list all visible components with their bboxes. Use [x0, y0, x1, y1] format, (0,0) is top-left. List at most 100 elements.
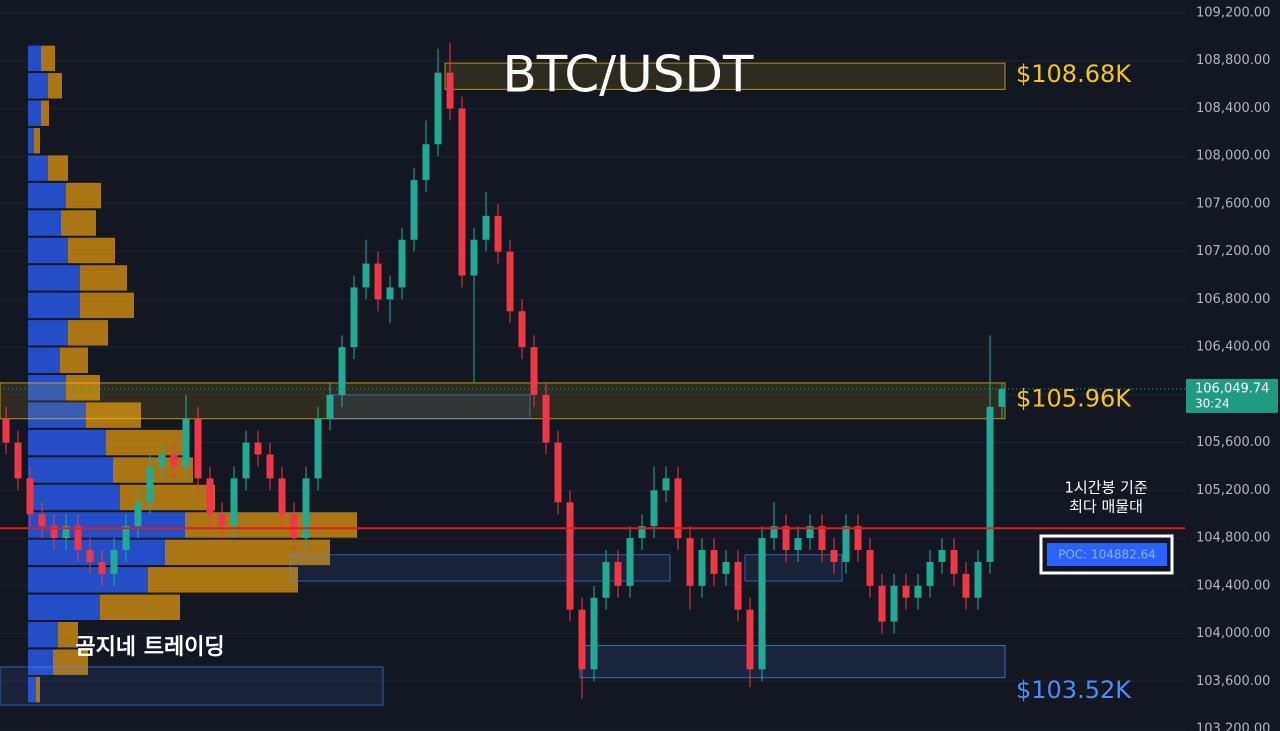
- candle-body: [206, 478, 214, 515]
- y-tick-label: 107,600.00: [1196, 196, 1270, 211]
- zone: [289, 554, 671, 582]
- overlays: $108.68K $105.96K $103.52K POC: 104882.64 1시…: [0, 60, 1278, 704]
- y-tick-label: 107,200.00: [1196, 244, 1270, 259]
- candle-body: [458, 108, 466, 276]
- profile-sell: [68, 237, 115, 264]
- y-tick-label: 103,200.00: [1196, 722, 1270, 731]
- candle-body: [338, 347, 346, 395]
- candle-body: [638, 526, 646, 539]
- candle-body: [278, 478, 286, 515]
- candle-body: [314, 418, 322, 479]
- candle-body: [290, 514, 298, 539]
- candle-body: [518, 311, 526, 348]
- candle-body: [830, 550, 838, 562]
- candle-body: [962, 573, 970, 598]
- candles: [2, 42, 1006, 700]
- candle-body: [302, 478, 310, 539]
- candle-body: [110, 550, 118, 574]
- last-price-box: [1186, 378, 1278, 413]
- profile-buy: [28, 155, 48, 181]
- chart-title: BTC/USDT: [502, 46, 754, 104]
- candle-body: [482, 215, 490, 240]
- candle-body: [938, 550, 946, 562]
- profile-buy: [28, 100, 41, 126]
- candle-body: [878, 585, 886, 622]
- candle-body: [182, 418, 190, 467]
- level-zone: [0, 382, 1006, 420]
- y-tick-label: 104,000.00: [1196, 626, 1270, 641]
- profile-sell: [34, 127, 40, 154]
- candle-body: [146, 466, 154, 503]
- poc-box: [1047, 543, 1167, 566]
- profile-sell: [185, 512, 357, 538]
- profile-sell: [41, 45, 55, 72]
- candle-body: [494, 215, 502, 252]
- candle-body: [230, 478, 238, 527]
- candle-body: [602, 561, 610, 598]
- candle-body: [986, 406, 994, 562]
- y-tick-label: 103,600.00: [1196, 674, 1270, 689]
- profile-sell: [120, 484, 215, 511]
- candle-body: [578, 609, 586, 670]
- candle-body: [386, 287, 394, 300]
- candle-body: [2, 418, 10, 443]
- zone: [0, 666, 384, 706]
- candle-body: [26, 478, 34, 515]
- candle-body: [650, 490, 658, 527]
- profile-sell: [58, 622, 78, 648]
- candle-body: [134, 502, 142, 527]
- level-zone: [579, 644, 1006, 679]
- candle-body: [686, 538, 694, 586]
- candle-body: [566, 502, 574, 610]
- candle-body: [926, 561, 934, 586]
- profile-sell: [80, 292, 134, 319]
- candle-body: [746, 609, 754, 670]
- profile-buy: [28, 320, 68, 346]
- profile-buy: [28, 265, 80, 291]
- candle-body: [410, 180, 418, 240]
- candle-body: [98, 561, 106, 574]
- watermark: 곰지네 트레이딩: [75, 635, 224, 660]
- profile-buy: [28, 429, 106, 456]
- y-tick-label: 108,000.00: [1196, 149, 1270, 164]
- profile-buy: [28, 347, 60, 373]
- y-tick-label: 105,200.00: [1196, 483, 1270, 498]
- profile-sell: [48, 73, 62, 99]
- profile-sell: [80, 265, 127, 291]
- candle-body: [158, 454, 166, 467]
- y-tick-label: 106,800.00: [1196, 292, 1270, 307]
- profile-buy: [28, 539, 165, 566]
- y-tick-label: 104,400.00: [1196, 578, 1270, 593]
- profile-buy: [28, 402, 86, 428]
- y-tick-label: 105,600.00: [1196, 435, 1270, 450]
- candle-body: [590, 597, 598, 670]
- profile-buy: [28, 127, 34, 154]
- profile-buy: [28, 594, 100, 621]
- candle-body: [14, 442, 22, 479]
- profile-sell: [48, 155, 68, 181]
- candle-body: [122, 526, 130, 550]
- profile-sell: [61, 210, 96, 236]
- poc-box-border: [1039, 534, 1174, 575]
- candle-body: [398, 239, 406, 288]
- candle-body: [794, 538, 802, 550]
- candle-body: [170, 454, 178, 467]
- candle-body: [446, 72, 454, 109]
- candle-body: [782, 526, 790, 550]
- candle-body: [914, 585, 922, 598]
- candle-body: [530, 347, 538, 395]
- candle-body: [470, 239, 478, 276]
- last-price-label: 106,049.74: [1195, 381, 1269, 396]
- candle-body: [38, 514, 46, 527]
- candle-body: [662, 478, 670, 491]
- y-tick-label: 109,200.00: [1196, 6, 1270, 21]
- profile-sell: [86, 402, 141, 428]
- candle-body: [62, 526, 70, 539]
- profile-buy: [28, 292, 80, 319]
- candle-body: [194, 418, 202, 479]
- level-label: $103.52K: [1016, 676, 1132, 704]
- candle-body: [806, 526, 814, 539]
- profile-buy: [28, 210, 61, 236]
- zone: [329, 394, 531, 420]
- y-tick-label: 106,400.00: [1196, 340, 1270, 355]
